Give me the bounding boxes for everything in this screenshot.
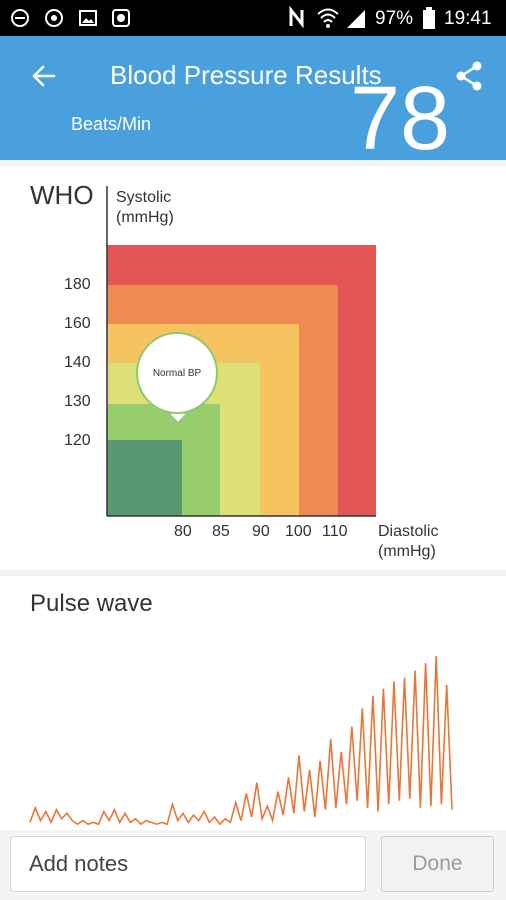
- status-bar: 97% 19:41: [0, 0, 506, 36]
- clock-time: 19:41: [444, 8, 492, 29]
- back-arrow-icon[interactable]: [24, 58, 64, 94]
- normal-bp-bubble: Normal BP: [136, 332, 218, 414]
- wifi-icon: [317, 8, 339, 28]
- x-axis-title-line2: (mmHg): [378, 543, 436, 560]
- pulse-wave-title: Pulse wave: [30, 590, 153, 617]
- x-tick-label: 90: [252, 523, 270, 540]
- normal-bp-label: Normal BP: [152, 367, 202, 379]
- pulse-wave-line: [29, 655, 453, 826]
- x-tick-label: 80: [174, 523, 192, 540]
- x-tick-label: 110: [322, 523, 348, 540]
- y-tick-label: 130: [64, 393, 91, 410]
- y-axis-title-line2: (mmHg): [116, 209, 174, 226]
- image-icon: [79, 10, 97, 26]
- pulse-wave-card: Pulse wave: [0, 576, 506, 836]
- done-button[interactable]: Done: [381, 836, 494, 892]
- y-tick-label: 180: [64, 276, 91, 293]
- signal-icon: [347, 10, 365, 28]
- y-axis-title: Systolic (mmHg): [116, 188, 174, 228]
- pulse-wave-svg: [29, 655, 453, 826]
- bp-zone: [107, 440, 182, 516]
- share-icon[interactable]: [452, 58, 488, 94]
- x-tick-label: 100: [285, 523, 312, 540]
- y-axis-title-line1: Systolic: [116, 189, 172, 206]
- pulse-value: 78: [350, 69, 451, 160]
- bottom-bar: Done: [0, 830, 506, 900]
- who-chart-card: WHO Systolic (mmHg) 180 160 140 130 120 …: [0, 166, 506, 570]
- beats-per-minute-label: Beats/Min: [71, 114, 152, 134]
- nfc-icon: [289, 6, 304, 29]
- notes-input[interactable]: [10, 836, 366, 892]
- do-not-disturb-icon: [11, 9, 29, 27]
- gallery-icon: [112, 9, 130, 27]
- app-bar: Blood Pressure Results Beats/Min 78: [0, 36, 506, 160]
- battery-percent: 97%: [375, 8, 414, 29]
- y-tick-label: 160: [64, 315, 91, 332]
- battery-icon: [423, 7, 435, 29]
- y-tick-label: 140: [64, 354, 91, 371]
- x-tick-label: 85: [212, 523, 230, 540]
- who-label: WHO: [30, 180, 94, 210]
- sync-icon: [45, 9, 63, 27]
- x-axis-title: Diastolic (mmHg): [378, 522, 438, 562]
- page-title: Blood Pressure Results: [110, 60, 382, 90]
- y-tick-label: 120: [64, 432, 91, 449]
- x-axis-title-line1: Diastolic: [378, 523, 439, 540]
